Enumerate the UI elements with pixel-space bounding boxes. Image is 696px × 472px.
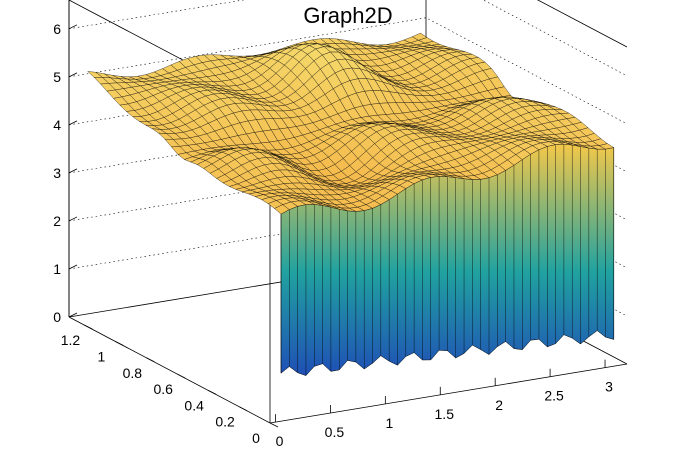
z-tick-label: 4 <box>53 117 61 133</box>
x-tick-label: 2 <box>495 397 503 413</box>
z-tick <box>68 264 78 270</box>
y-tick <box>269 422 279 428</box>
x-axis-line <box>269 363 628 424</box>
surface-cell <box>598 143 615 150</box>
y-tick-label: 0.2 <box>215 414 235 430</box>
z-tick <box>68 168 78 174</box>
z-tick <box>68 72 78 78</box>
z-tick <box>68 312 78 318</box>
y-tick-label: 0.4 <box>184 397 204 413</box>
y-tick <box>115 341 124 346</box>
z-tick-label: 5 <box>53 69 61 85</box>
x-tick-label: 3 <box>605 379 613 395</box>
surface-mesh <box>87 32 615 215</box>
z-tick-label: 1 <box>53 261 61 277</box>
y-tick-label: 1.2 <box>61 332 81 348</box>
x-tick-label: 1.5 <box>435 406 455 422</box>
x-tick-label: 0.5 <box>325 424 345 440</box>
x-tick-label: 0 <box>276 433 284 449</box>
y-tick <box>238 406 248 412</box>
y-tick <box>207 390 217 395</box>
z-gridline <box>68 0 628 77</box>
y-tick <box>146 357 155 363</box>
z-tick-label: 2 <box>53 213 61 229</box>
y-tick-label: 0 <box>252 430 260 446</box>
surface-side-wall <box>280 143 615 376</box>
x-tick-label: 2.5 <box>544 388 564 404</box>
y-tick-label: 0.8 <box>123 365 143 381</box>
y-tick-label: 0.6 <box>153 381 173 397</box>
z-tick-label: 6 <box>53 21 61 37</box>
y-axis-line <box>68 316 271 424</box>
box-edge <box>537 0 628 48</box>
x-tick-label: 1 <box>385 415 393 431</box>
z-tick <box>68 216 78 222</box>
z-gridline <box>68 17 628 125</box>
z-tick-label: 0 <box>53 309 61 325</box>
chart-title: Graph2D <box>303 3 392 28</box>
z-tick <box>68 120 78 126</box>
z-tick <box>68 24 78 30</box>
y-tick-label: 1 <box>97 348 105 364</box>
y-tick <box>177 373 186 379</box>
y-tick <box>84 324 93 330</box>
z-tick-label: 3 <box>53 165 61 181</box>
